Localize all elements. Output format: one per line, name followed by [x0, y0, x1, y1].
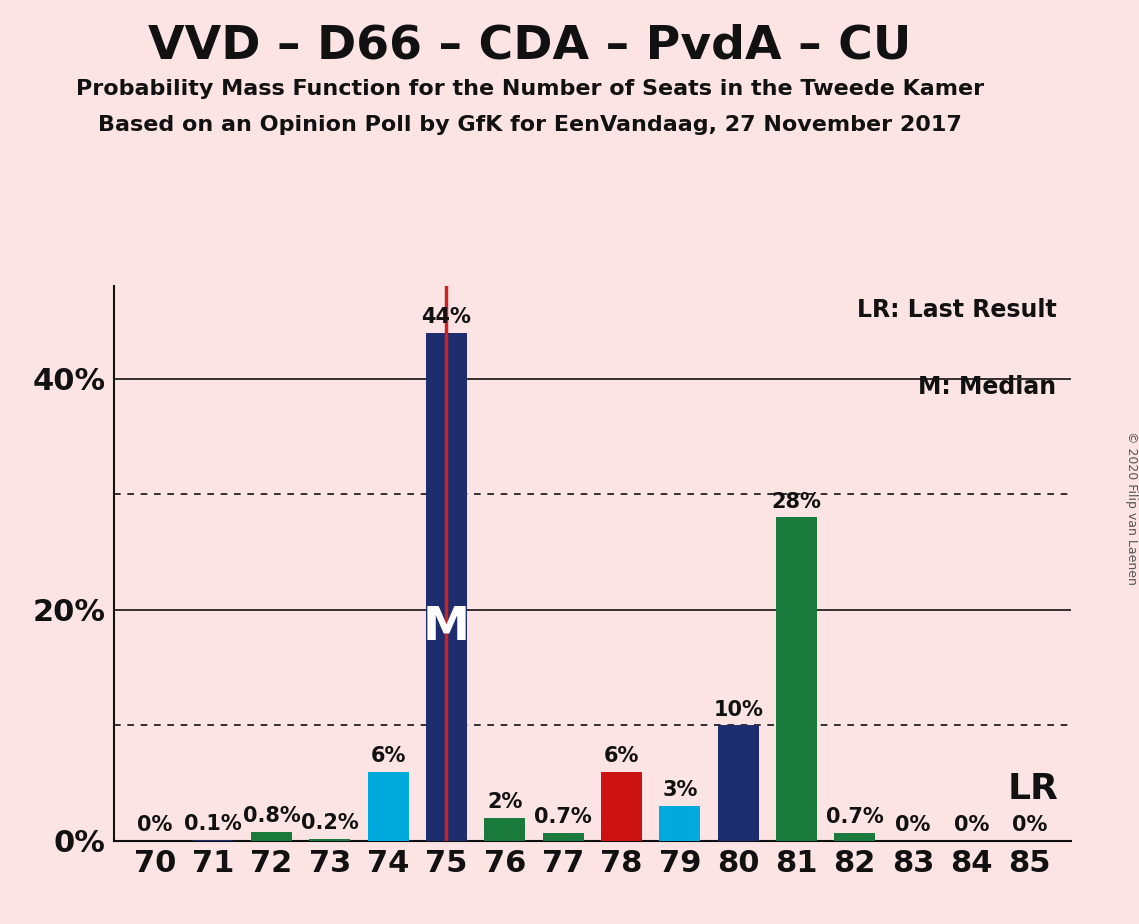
Bar	[426, 333, 467, 841]
Text: 0%: 0%	[1013, 815, 1048, 835]
Bar	[601, 772, 642, 841]
Text: 6%: 6%	[370, 746, 405, 766]
Bar	[542, 833, 583, 841]
Bar	[835, 833, 875, 841]
Text: 0.7%: 0.7%	[826, 807, 884, 827]
Text: 44%: 44%	[421, 307, 472, 327]
Text: Probability Mass Function for the Number of Seats in the Tweede Kamer: Probability Mass Function for the Number…	[75, 79, 984, 99]
Bar	[192, 840, 233, 841]
Text: LR: LR	[1008, 772, 1059, 806]
Text: 0.8%: 0.8%	[243, 806, 301, 826]
Text: Based on an Opinion Poll by GfK for EenVandaag, 27 November 2017: Based on an Opinion Poll by GfK for EenV…	[98, 115, 961, 135]
Text: 3%: 3%	[662, 781, 697, 800]
Text: VVD – D66 – CDA – PvdA – CU: VVD – D66 – CDA – PvdA – CU	[148, 23, 911, 68]
Text: M: M	[423, 605, 470, 650]
Text: 10%: 10%	[713, 699, 763, 720]
Text: 2%: 2%	[487, 792, 523, 812]
Text: 0.2%: 0.2%	[301, 813, 359, 833]
Bar	[484, 818, 525, 841]
Text: 0%: 0%	[137, 815, 172, 835]
Bar	[251, 832, 292, 841]
Bar	[368, 772, 409, 841]
Text: 0%: 0%	[895, 815, 931, 835]
Text: 0.7%: 0.7%	[534, 807, 592, 827]
Text: M: Median: M: Median	[918, 375, 1056, 399]
Bar	[718, 725, 759, 841]
Text: LR: Last Result: LR: Last Result	[857, 298, 1056, 322]
Text: 28%: 28%	[771, 492, 821, 512]
Bar	[310, 839, 350, 841]
Text: 6%: 6%	[604, 746, 639, 766]
Text: 0%: 0%	[953, 815, 989, 835]
Bar	[659, 806, 700, 841]
Bar	[776, 517, 817, 841]
Text: © 2020 Filip van Laenen: © 2020 Filip van Laenen	[1124, 432, 1138, 585]
Text: 0.1%: 0.1%	[185, 814, 241, 833]
